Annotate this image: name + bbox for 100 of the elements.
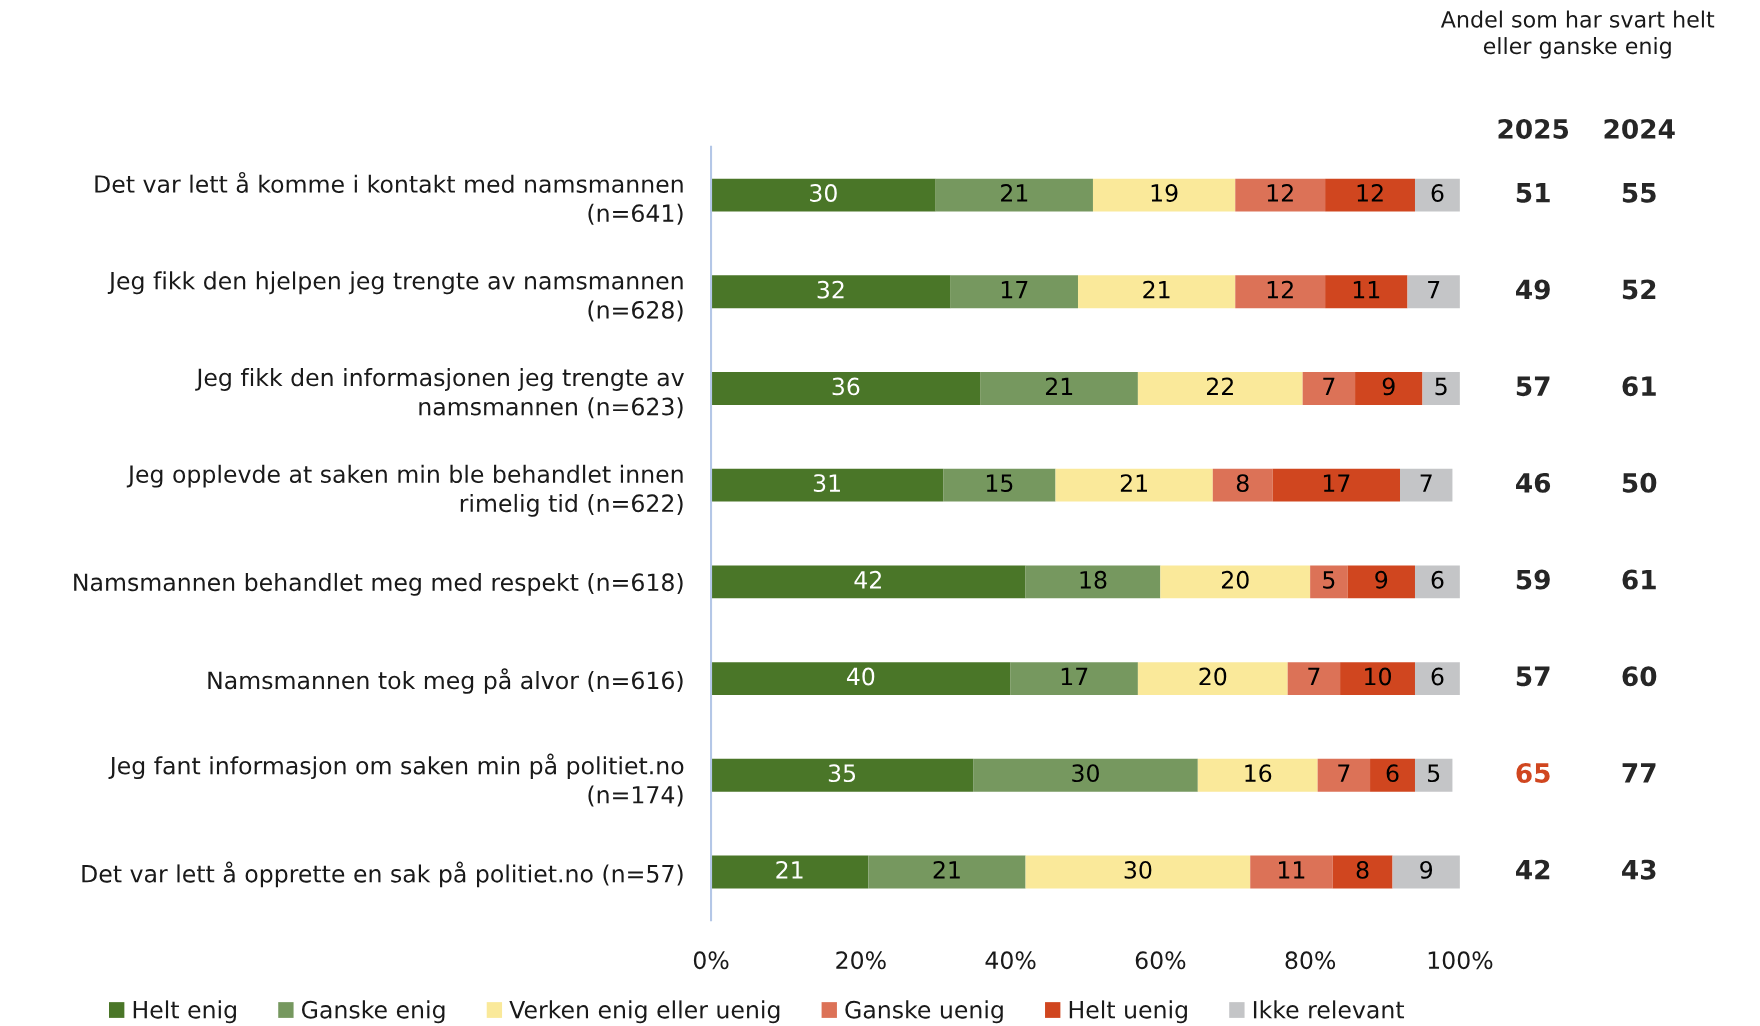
bar — [1392, 855, 1460, 889]
data-label: 20 — [1199, 667, 1227, 686]
bar — [1422, 372, 1460, 405]
bar — [950, 275, 1078, 309]
data-label: 5 — [1428, 764, 1440, 783]
bar — [1414, 662, 1460, 696]
data-label: 21 — [1045, 377, 1073, 395]
bar — [1212, 468, 1273, 502]
bar — [1325, 178, 1415, 212]
data-label: 5 — [1323, 571, 1335, 589]
data-label: 9 — [1420, 860, 1433, 879]
data-label: 6 — [1386, 764, 1399, 783]
bar — [1197, 758, 1318, 792]
text: 51 — [1516, 183, 1550, 203]
data-label: 32 — [817, 280, 844, 299]
y-tick-label: Namsmannen behandlet meg med respekt (n=618) — [74, 572, 683, 596]
data-label: 35 — [828, 764, 856, 783]
data-label: 17 — [1061, 667, 1088, 686]
data-label: 21 — [776, 860, 803, 879]
x-tick-label: 80% — [1285, 951, 1336, 970]
bar — [1310, 565, 1348, 599]
bar — [1010, 662, 1138, 696]
data-label: 30 — [810, 184, 837, 202]
bar — [1340, 662, 1415, 696]
data-label: 8 — [1356, 860, 1369, 879]
bar — [711, 662, 1011, 696]
data-label: 6 — [1431, 570, 1444, 589]
bar — [1077, 275, 1236, 309]
data-label: 18 — [1080, 570, 1107, 589]
data-label: 42 — [854, 570, 881, 589]
bar — [1287, 662, 1341, 696]
text: 43 — [1622, 859, 1656, 880]
bar — [1235, 275, 1326, 309]
y-tick-label: Jeg fant informasjon om saken min på politiet.no (n=174) — [108, 753, 684, 807]
data-label: 7 — [1323, 377, 1335, 395]
y-tick-label: Det var lett å opprette en sak på politiet.no (n=57) — [82, 861, 683, 888]
text: 2024 — [1604, 118, 1675, 139]
text: Andel som har svart helt eller ganske enig — [1440, 10, 1715, 59]
data-label: 8 — [1236, 474, 1249, 493]
bar — [1302, 372, 1356, 405]
y-tick-label: Det var lett å komme i kontakt med namsmannen (n=641) — [95, 171, 683, 225]
bar — [943, 468, 1056, 502]
x-tick-label: 20% — [836, 951, 886, 970]
data-label: 9 — [1382, 377, 1395, 396]
data-label: 12 — [1357, 184, 1383, 202]
data-label: 6 — [1431, 184, 1444, 202]
bar — [1025, 565, 1161, 599]
legend-label: Ganske enig — [301, 1000, 445, 1024]
data-label: 5 — [1435, 377, 1447, 396]
text: 46 — [1516, 472, 1551, 493]
legend-label: Ikke relevant — [1253, 1000, 1405, 1019]
text: 60 — [1622, 666, 1657, 687]
text: 50 — [1622, 472, 1657, 493]
bar — [1370, 758, 1415, 792]
bar — [1235, 178, 1326, 212]
text: 49 — [1516, 279, 1550, 300]
bar — [1025, 855, 1251, 889]
data-label: 22 — [1206, 377, 1233, 395]
bar — [1250, 855, 1333, 889]
data-label: 11 — [1353, 281, 1380, 299]
bar — [935, 178, 1093, 212]
bar — [1347, 565, 1415, 599]
bar — [1272, 468, 1401, 502]
text: 61 — [1622, 376, 1656, 397]
data-label: 20 — [1221, 570, 1249, 589]
data-label: 12 — [1267, 280, 1293, 299]
legend-label: Helt enig — [133, 1000, 236, 1024]
bar — [1160, 565, 1311, 599]
legend-label: Verken enig eller uenig — [509, 1000, 780, 1024]
bar — [1332, 855, 1393, 889]
bar — [1092, 178, 1236, 212]
bar — [1407, 275, 1460, 309]
text: 42 — [1516, 859, 1550, 880]
data-label: 36 — [832, 377, 860, 396]
text: 57 — [1516, 666, 1550, 687]
bar — [1414, 178, 1460, 212]
bar — [973, 758, 1198, 792]
y-tick-label: Jeg fikk den informasjonen jeg trengte av namsmannen (n=623) — [195, 368, 684, 419]
bar — [1400, 468, 1453, 502]
y-tick-label: Jeg opplevde at saken min ble behandlet innen rimelig tid (n=622) — [126, 464, 683, 517]
bar — [711, 275, 951, 309]
data-label: 9 — [1375, 570, 1388, 589]
data-label: 15 — [986, 474, 1013, 493]
data-label: 6 — [1431, 667, 1444, 686]
text: 57 — [1516, 376, 1550, 397]
data-label: 31 — [813, 474, 840, 493]
bar — [711, 372, 981, 405]
bar — [711, 565, 1026, 599]
data-label: 7 — [1338, 764, 1350, 782]
data-label: 7 — [1308, 667, 1320, 686]
data-label: 7 — [1428, 281, 1440, 299]
data-label: 30 — [1072, 764, 1099, 783]
x-tick-label: 60% — [1135, 951, 1186, 970]
bar — [868, 855, 1026, 889]
bar — [980, 372, 1138, 405]
bar — [1414, 758, 1453, 792]
data-label: 40 — [846, 667, 875, 686]
data-label: 21 — [1001, 184, 1028, 202]
text: 55 — [1622, 183, 1656, 203]
y-tick-label: Namsmannen tok meg på alvor (n=616) — [208, 668, 683, 694]
